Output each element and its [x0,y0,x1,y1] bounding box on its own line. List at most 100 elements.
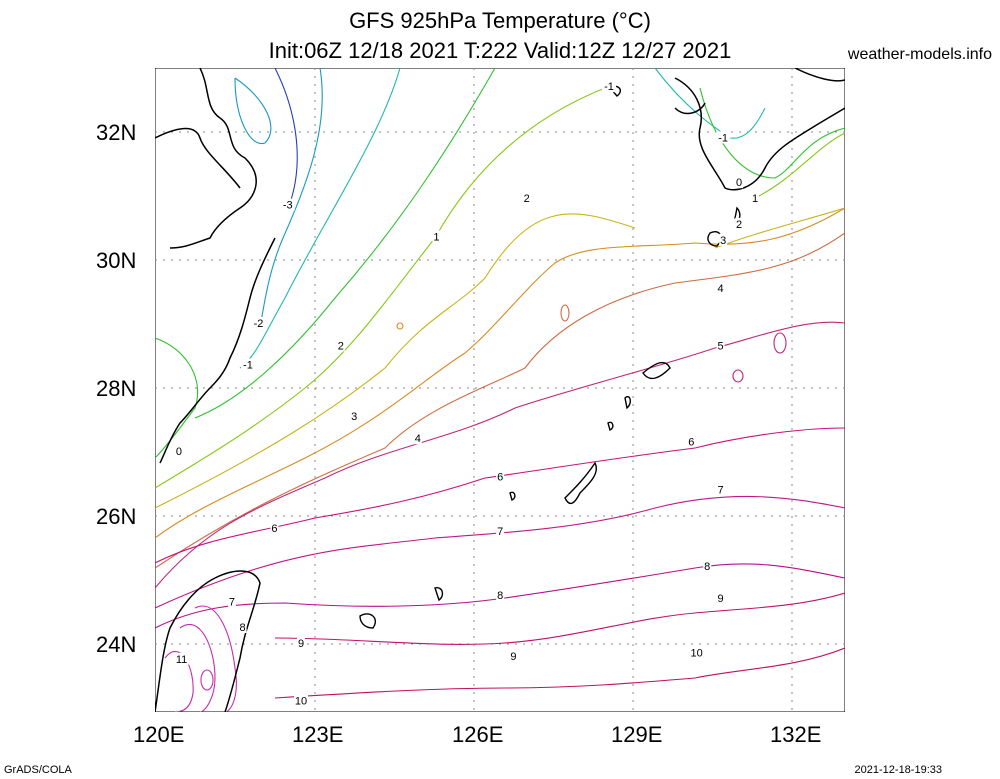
contour-label-bg [687,435,696,448]
contour-label: 2 [736,219,742,231]
contour-label: 1 [752,193,758,205]
coastlines [155,68,845,712]
lon-label-129e: 129E [611,722,663,747]
isotherms [155,68,845,712]
contour-label-bg [297,637,306,649]
contour-label: 10 [690,648,702,660]
contour-label: 3 [720,235,726,247]
contour-label-bg [716,339,725,352]
contour-label-bg [240,358,255,371]
lon-label-120e: 120E [133,722,185,747]
isotherm-minus1 [239,68,401,369]
isotherm-minus2b [234,77,272,145]
lon-label-123e: 123E [292,722,344,747]
lon-label-132e: 132E [770,722,822,747]
island-ishigaki [434,587,444,602]
contour-label-bg [703,560,712,573]
contour-label-bg [413,432,422,445]
contour-label-bg [689,646,704,659]
contour-label-bg [336,339,345,352]
contour-label: 9 [510,651,516,663]
lat-label-26n: 26N [96,504,137,529]
contour-label-bg [751,192,760,205]
island-tanegashima [707,231,722,247]
lat-label-24n: 24N [96,632,137,657]
contour-label: 4 [415,433,421,445]
contour-label-bg [716,281,725,294]
isotherm-11c [164,651,194,712]
isotherm-small-d [396,322,404,330]
contour-label-bg [602,80,617,93]
contour-label: 0 [176,446,182,458]
contour-label-bg [174,653,189,665]
contour-label-bg [227,595,236,608]
contour-label: -3 [283,200,293,212]
contour-label-bg [174,445,183,457]
contour-label-bg [716,131,731,144]
isotherm-5 [155,321,845,589]
contour-label-bg [735,176,744,189]
contour-label-bg [280,198,295,211]
map-frame [155,68,845,712]
isotherm-11b [179,624,216,712]
contour-label-bg [719,233,728,246]
contour-label: 8 [497,590,503,602]
lat-label-28n: 28N [96,376,137,401]
island-tokara [624,396,632,410]
contour-label: 8 [240,622,246,634]
island-okinawa-main [564,461,597,505]
contour-label-bg [432,230,441,243]
lat-label-32n: 32N [96,120,137,145]
contour-label: 7 [717,484,723,496]
contour-label: 3 [351,411,357,423]
contour-label-bg [716,592,725,605]
lat-label-30n: 30N [96,248,137,273]
coast-china-shanghai [155,127,241,189]
contour-label: 9 [298,638,304,650]
site-credit[interactable]: weather-models.info [847,46,992,63]
contour-label: 6 [271,523,277,535]
island-small-2 [607,421,614,431]
isotherm-small-b [773,332,787,354]
contour-label: 9 [717,593,723,605]
isotherm-small-a [560,304,570,322]
isotherm-0b [194,68,496,419]
coast-china-zhejiang [159,237,276,464]
coast-taiwan-west [155,577,216,712]
contour-label-bg [496,589,505,601]
isotherm-0-ne [699,87,845,179]
contour-label-bg [350,409,359,422]
isotherm-6 [155,427,845,564]
contour-label: 10 [295,696,307,708]
footer-timestamp: 2021-12-18-19:33 [854,764,942,776]
contour-label: 11 [176,654,187,666]
contour-label: 4 [717,283,723,295]
isotherm-minus3 [274,68,298,204]
isotherm-7 [155,495,845,609]
isotherm-small-c [732,369,744,383]
contour-label: 2 [524,193,530,205]
chart-subtitle: Init:06Z 12/18 2021 T:222 Valid:12Z 12/2… [268,38,732,63]
coast-china-north [169,68,257,249]
isotherm-1-ne [754,132,845,199]
contour-label: -2 [254,318,264,330]
lon-label-126e: 126E [452,722,504,747]
footer-grads: GrADS/COLA [4,764,72,776]
island-amami [642,361,671,380]
contour-label-bg [238,621,247,633]
isotherm-1 [155,87,606,489]
contour-label: 2 [338,340,344,352]
isotherm-8 [155,563,845,629]
contour-label-bg [251,317,266,329]
contour-label: 6 [688,436,694,448]
contour-label: 0 [736,177,742,189]
contour-label-bg [270,521,279,534]
coast-kyushu-islands [674,102,706,115]
islands [359,85,741,629]
contour-label: 7 [497,526,503,538]
isotherm-10 [274,647,845,699]
isotherm-11d [200,669,214,691]
contour-label-bg [509,649,518,662]
contour-label: 7 [229,596,235,608]
